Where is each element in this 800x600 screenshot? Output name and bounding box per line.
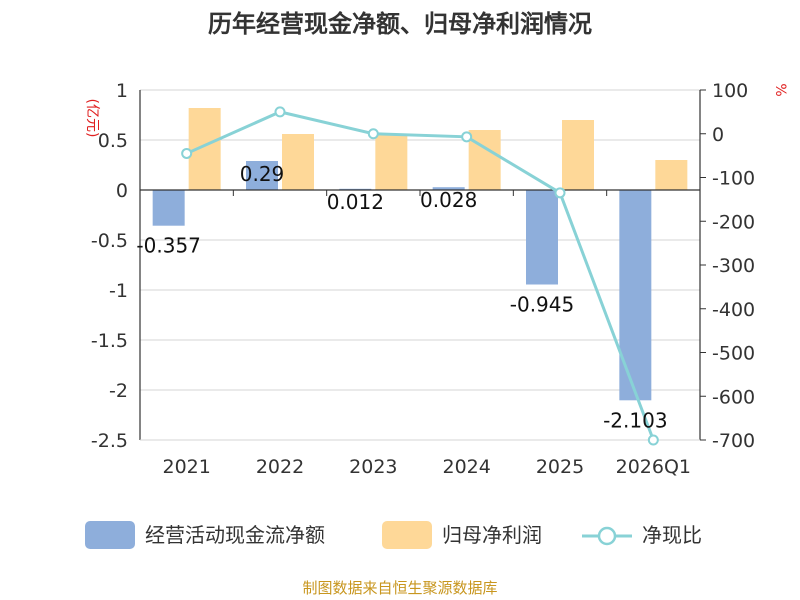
data-labels: -0.357 0.29 0.012 0.028 -0.945 -2.103 bbox=[136, 162, 667, 432]
ratio-point bbox=[181, 147, 193, 159]
ratio-point bbox=[461, 131, 473, 143]
left-axis-tick-label: -0.5 bbox=[91, 230, 128, 252]
legend-label-cashflow: 经营活动现金流净额 bbox=[145, 523, 325, 547]
profit-bar bbox=[562, 120, 594, 190]
data-source: 制图数据来自恒生聚源数据库 bbox=[302, 579, 497, 597]
left-axis-tick-label: -2 bbox=[109, 380, 128, 402]
cashflow-data-label: 0.29 bbox=[240, 162, 285, 186]
legend-marker-ratio bbox=[597, 526, 617, 546]
left-axis-tick-label: -2.5 bbox=[91, 430, 128, 452]
x-axis-tick-label: 2024 bbox=[442, 456, 490, 478]
legend-label-profit: 归母净利润 bbox=[442, 523, 542, 547]
legend-label-ratio: 净现比 bbox=[642, 523, 702, 547]
left-axis-tick-label: 0 bbox=[116, 180, 128, 202]
profit-bar bbox=[375, 135, 408, 190]
legend: 经营活动现金流净额 归母净利润 净现比 bbox=[85, 521, 702, 549]
cashflow-data-label: -0.357 bbox=[136, 234, 200, 258]
right-axis-tick-label: -400 bbox=[712, 299, 755, 321]
gridlines bbox=[140, 89, 700, 441]
left-axis-tick-label: 1 bbox=[116, 80, 128, 102]
bars bbox=[152, 108, 688, 401]
cashflow-data-label: -0.945 bbox=[510, 293, 574, 317]
profit-bar bbox=[655, 160, 688, 190]
ratio-line bbox=[181, 106, 659, 446]
chart-title: 历年经营现金净额、归母净利润情况 bbox=[208, 10, 592, 38]
axes bbox=[139, 89, 706, 441]
right-axis-unit: % bbox=[772, 83, 788, 96]
tick-labels: 1 0.5 0 -0.5 -1 -1.5 -2 -2.5 100 0 -100 -200 -300 -40… bbox=[91, 80, 755, 478]
legend-item-profit[interactable]: 归母净利润 bbox=[382, 521, 542, 549]
cashflow-data-label: 0.028 bbox=[420, 188, 477, 212]
right-axis-tick-label: 0 bbox=[712, 124, 724, 146]
ratio-point bbox=[367, 128, 379, 140]
ratio-point bbox=[647, 434, 659, 446]
legend-item-cashflow[interactable]: 经营活动现金流净额 bbox=[85, 521, 325, 549]
left-axis-unit: (亿元) bbox=[84, 99, 100, 138]
cashflow-bar bbox=[526, 190, 558, 285]
ratio-point bbox=[554, 187, 566, 199]
x-axis-tick-label: 2021 bbox=[162, 456, 210, 478]
cashflow-data-label: -2.103 bbox=[603, 408, 667, 432]
left-axis-tick-label: 0.5 bbox=[98, 130, 128, 152]
right-axis-tick-label: -100 bbox=[712, 168, 755, 190]
x-axis-tick-label: 2023 bbox=[349, 456, 397, 478]
right-axis-tick-label: -700 bbox=[712, 430, 755, 452]
x-axis-tick-label: 2022 bbox=[256, 456, 304, 478]
cashflow-bar bbox=[152, 190, 185, 226]
right-axis-tick-label: -300 bbox=[712, 255, 755, 277]
cashflow-bar bbox=[619, 190, 652, 401]
legend-item-ratio[interactable]: 净现比 bbox=[582, 523, 702, 547]
left-axis-tick-label: -1 bbox=[109, 280, 128, 302]
profit-bar bbox=[282, 134, 314, 190]
left-axis-tick-label: -1.5 bbox=[91, 330, 128, 352]
ratio-polyline bbox=[186, 110, 655, 441]
legend-swatch-cashflow bbox=[85, 521, 135, 549]
cashflow-data-label: 0.012 bbox=[327, 190, 384, 214]
right-axis-tick-label: -600 bbox=[712, 386, 755, 408]
ratio-point bbox=[274, 106, 286, 118]
right-axis-tick-label: 100 bbox=[712, 80, 748, 102]
cashflow-bar bbox=[432, 187, 465, 190]
cashflow-bar bbox=[246, 161, 278, 190]
right-axis-tick-label: -500 bbox=[712, 343, 755, 365]
x-axis-tick-label: 2025 bbox=[536, 456, 584, 478]
x-axis-tick-label: 2026Q1 bbox=[616, 456, 691, 478]
profit-bar bbox=[468, 130, 501, 190]
right-axis-tick-label: -200 bbox=[712, 211, 755, 233]
legend-swatch-profit bbox=[382, 521, 432, 549]
